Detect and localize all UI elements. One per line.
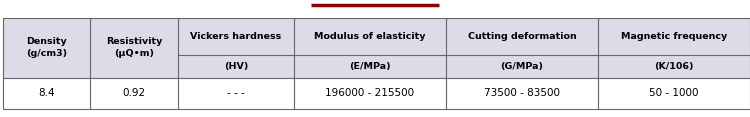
Bar [3, 18, 750, 109]
Text: (g/cm3): (g/cm3) [26, 49, 67, 58]
Bar [3, 18, 90, 78]
Text: Density: Density [26, 38, 67, 46]
Text: Cutting deformation: Cutting deformation [468, 32, 576, 41]
Text: (μQ•m): (μQ•m) [114, 49, 154, 58]
Text: 0.92: 0.92 [122, 88, 146, 99]
Bar [598, 18, 750, 78]
Text: (G/MPa): (G/MPa) [500, 62, 544, 71]
Text: Magnetic frequency: Magnetic frequency [621, 32, 727, 41]
Bar [3, 78, 750, 109]
Text: (K/106): (K/106) [654, 62, 694, 71]
Text: 50 - 1000: 50 - 1000 [650, 88, 699, 99]
Bar [90, 18, 178, 78]
Bar [178, 18, 294, 78]
Text: Modulus of elasticity: Modulus of elasticity [314, 32, 426, 41]
Text: Resistivity: Resistivity [106, 38, 162, 46]
Text: (HV): (HV) [224, 62, 248, 71]
Bar [294, 18, 446, 78]
Bar [446, 18, 598, 78]
Text: 196000 - 215500: 196000 - 215500 [326, 88, 415, 99]
Text: 8.4: 8.4 [38, 88, 55, 99]
Text: - - -: - - - [227, 88, 244, 99]
Text: (E/MPa): (E/MPa) [350, 62, 391, 71]
Text: Vickers hardness: Vickers hardness [190, 32, 282, 41]
Text: 73500 - 83500: 73500 - 83500 [484, 88, 560, 99]
